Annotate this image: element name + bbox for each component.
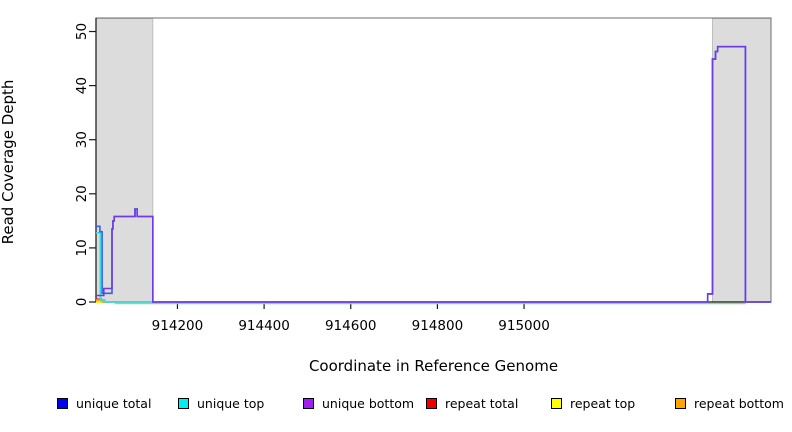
- legend-label: unique bottom: [322, 396, 415, 411]
- series-unique-bottom: [96, 45, 771, 303]
- y-tick-label: 20: [74, 185, 90, 202]
- legend-label: repeat bottom: [694, 396, 784, 411]
- unique-bottom-swatch-icon: [303, 398, 314, 409]
- y-tick-label: 30: [74, 131, 90, 148]
- repeat-total-swatch-icon: [426, 398, 437, 409]
- x-tick-label: 914200: [152, 318, 204, 334]
- series-unique-top: [96, 232, 153, 303]
- unique-total-swatch-icon: [57, 398, 68, 409]
- x-tick-label: 914600: [325, 318, 377, 334]
- x-tick-label: 915000: [498, 318, 550, 334]
- legend-item-unique-bottom: unique bottom: [303, 396, 414, 411]
- legend-item-repeat-bottom: repeat bottom: [675, 396, 784, 411]
- x-tick-label: 914400: [238, 318, 290, 334]
- x-axis-title: Coordinate in Reference Genome: [308, 357, 559, 375]
- y-axis-title: Read Coverage Depth: [0, 79, 17, 245]
- legend-item-unique-top: unique top: [178, 396, 264, 411]
- legend-item-repeat-total: repeat total: [426, 396, 518, 411]
- legend-label: unique top: [197, 396, 265, 411]
- chart-legend: unique total unique top unique bottom re…: [0, 396, 792, 416]
- x-tick-label: 914800: [412, 318, 464, 334]
- repeat-region-right: [712, 18, 772, 303]
- y-tick-label: 50: [74, 23, 90, 40]
- series-unique-total: [96, 45, 771, 303]
- legend-label: unique total: [76, 396, 152, 411]
- repeat-bottom-swatch-icon: [675, 398, 686, 409]
- y-tick-label: 0: [74, 298, 90, 307]
- y-tick-label: 40: [74, 77, 90, 94]
- unique-top-swatch-icon: [178, 398, 189, 409]
- y-tick-label: 10: [74, 239, 90, 256]
- legend-label: repeat top: [570, 396, 636, 411]
- legend-item-unique-total: unique total: [57, 396, 151, 411]
- repeat-region-left: [95, 18, 154, 303]
- repeat-top-swatch-icon: [551, 398, 562, 409]
- legend-item-repeat-top: repeat top: [551, 396, 635, 411]
- plot-frame: [95, 17, 772, 303]
- legend-label: repeat total: [445, 396, 519, 411]
